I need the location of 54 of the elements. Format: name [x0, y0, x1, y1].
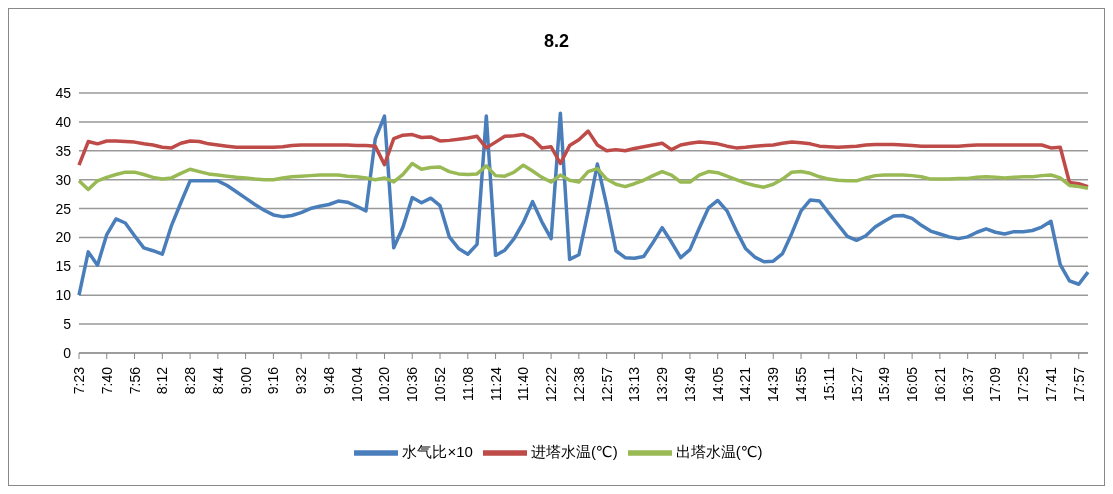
- y-tick-label: 45: [55, 84, 72, 101]
- y-tick-label: 0: [63, 344, 72, 361]
- x-tick-label: 13:49: [681, 366, 698, 403]
- legend-label: 出塔水温(℃): [675, 442, 763, 460]
- line-series: [77, 161, 1090, 192]
- x-tick-label: 8:44: [209, 366, 226, 395]
- x-tick-label: 10:04: [348, 366, 365, 403]
- legend-label: 水气比×10: [402, 442, 473, 460]
- x-tick-label: 13:13: [626, 366, 643, 403]
- x-tick-label: 10:20: [376, 366, 393, 403]
- y-tick-label: 10: [55, 287, 72, 304]
- x-tick-label: 15:49: [876, 366, 893, 403]
- x-tick-label: 12:38: [570, 366, 587, 403]
- x-tick-label: 8:28: [182, 366, 199, 395]
- x-tick-label: 12:22: [543, 366, 560, 403]
- x-tick-label: 10:36: [404, 366, 421, 403]
- line-series: [77, 129, 1090, 189]
- y-tick-label: 25: [55, 200, 72, 217]
- line-series: [77, 111, 1090, 297]
- legend-label: 进塔水温(℃): [530, 442, 618, 460]
- x-tick-label: 10:52: [432, 366, 449, 403]
- x-tick-label: 17:41: [1042, 366, 1059, 403]
- x-tick-label: 16:21: [931, 366, 948, 403]
- x-tick-label: 9:16: [265, 366, 282, 395]
- x-tick-label: 15:27: [848, 366, 865, 403]
- chart-title: 8.2: [543, 30, 570, 53]
- x-tick-label: 14:39: [765, 366, 782, 403]
- x-tick-label: 14:05: [709, 366, 726, 403]
- y-tick-label: 15: [55, 258, 72, 275]
- x-tick-label: 9:00: [237, 366, 254, 395]
- x-tick-label: 13:29: [654, 366, 671, 403]
- y-tick-label: 40: [55, 113, 72, 130]
- x-tick-label: 11:24: [487, 366, 504, 401]
- x-tick-label: 14:21: [737, 366, 754, 403]
- x-tick-label: 16:05: [904, 366, 921, 403]
- x-tick-label: 11:40: [515, 366, 532, 401]
- y-tick-label: 30: [55, 171, 72, 188]
- x-tick-label: 9:32: [293, 366, 310, 395]
- x-tick-label: 7:23: [71, 366, 87, 395]
- x-tick-label: 12:57: [598, 366, 615, 403]
- x-tick-label: 7:56: [126, 366, 143, 395]
- x-tick-label: 9:48: [320, 366, 337, 395]
- x-tick-label: 17:09: [987, 366, 1004, 403]
- x-tick-label: 11:08: [459, 366, 476, 401]
- y-tick-label: 5: [63, 316, 72, 333]
- x-tick-label: 15:11: [820, 366, 837, 401]
- y-tick-label: 20: [55, 229, 72, 246]
- x-tick-label: 17:25: [1015, 366, 1032, 403]
- x-tick-label: 14:55: [793, 366, 810, 403]
- x-tick-label: 17:57: [1070, 366, 1087, 403]
- x-tick-label: 16:37: [959, 366, 976, 403]
- x-tick-label: 8:12: [154, 366, 171, 395]
- x-tick-label: 7:40: [98, 366, 115, 395]
- y-tick-label: 35: [55, 142, 72, 159]
